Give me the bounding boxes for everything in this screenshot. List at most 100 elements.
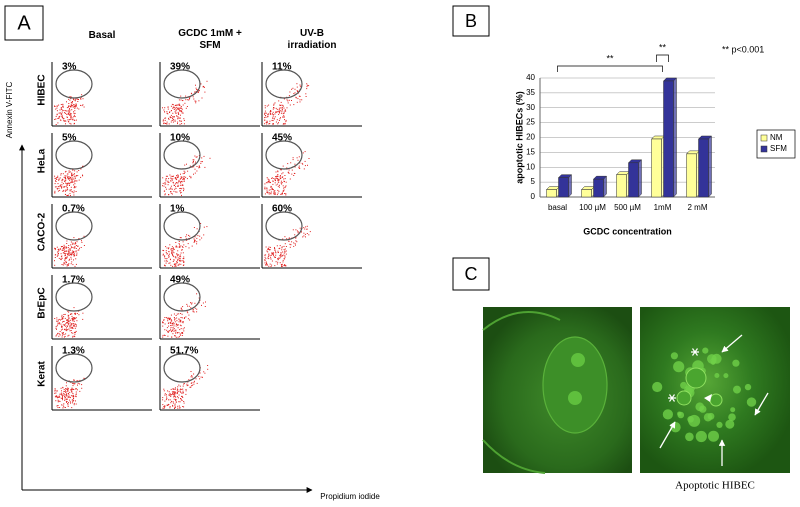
event-dot — [185, 176, 187, 178]
event-dot — [284, 193, 286, 194]
event-dot — [71, 261, 73, 263]
event-dot — [171, 329, 173, 331]
event-dot — [268, 258, 270, 260]
event-dot — [68, 259, 70, 261]
event-dot — [181, 249, 183, 251]
event-dot — [192, 311, 194, 313]
row-label: CACO-2 — [37, 212, 48, 251]
event-dot — [306, 225, 308, 227]
event-dot — [73, 325, 75, 327]
gate-circle — [163, 69, 201, 99]
event-dot — [180, 328, 182, 330]
event-dot — [289, 178, 291, 180]
event-dot — [65, 385, 67, 387]
event-dot — [195, 100, 197, 102]
event-dot — [72, 254, 74, 255]
event-dot — [69, 324, 71, 326]
event-dot — [71, 388, 73, 390]
event-dot — [177, 386, 179, 388]
event-dot — [66, 247, 68, 249]
event-dot — [66, 395, 68, 397]
event-dot — [72, 385, 74, 387]
event-dot — [71, 313, 73, 315]
event-dot — [65, 263, 67, 265]
event-dot — [173, 392, 175, 394]
event-dot — [68, 311, 70, 313]
event-dot — [292, 159, 294, 161]
event-dot — [164, 119, 166, 121]
event-dot — [184, 164, 186, 166]
event-dot — [170, 177, 172, 179]
event-dot — [285, 193, 287, 195]
event-dot — [70, 105, 72, 107]
event-dot — [283, 112, 285, 114]
bar — [686, 153, 697, 198]
event-dot — [183, 244, 185, 246]
event-dot — [167, 113, 169, 115]
event-dot — [294, 163, 296, 165]
event-dot — [182, 306, 184, 308]
event-dot — [181, 177, 183, 179]
event-dot — [182, 265, 184, 266]
event-dot — [72, 319, 74, 320]
event-dot — [169, 407, 171, 409]
event-dot — [69, 183, 71, 185]
event-dot — [264, 256, 266, 258]
event-dot — [273, 252, 275, 254]
event-dot — [275, 184, 277, 186]
event-dot — [194, 241, 196, 243]
event-dot — [277, 175, 279, 177]
event-dot — [67, 189, 69, 191]
event-dot — [65, 185, 67, 187]
event-dot — [191, 303, 193, 305]
event-dot — [272, 120, 274, 122]
event-dot — [303, 235, 305, 237]
event-dot — [199, 372, 201, 374]
event-dot — [79, 247, 80, 249]
event-dot — [71, 172, 73, 174]
event-dot — [56, 334, 58, 336]
nucleolus — [571, 353, 585, 367]
event-dot — [271, 252, 273, 254]
event-dot — [162, 322, 164, 324]
event-dot — [299, 85, 301, 87]
event-dot — [177, 174, 179, 176]
event-dot — [182, 104, 184, 106]
event-dot — [171, 251, 173, 253]
nucleus-fragment — [676, 390, 692, 406]
event-dot — [193, 373, 195, 375]
event-dot — [58, 400, 60, 402]
event-dot — [179, 120, 181, 122]
apoptotic-bleb — [716, 421, 723, 428]
event-dot — [281, 247, 283, 249]
event-dot — [60, 113, 62, 115]
event-dot — [64, 399, 66, 401]
event-dot — [57, 397, 58, 399]
event-dot — [174, 264, 176, 266]
event-dot — [70, 115, 71, 117]
event-dot — [64, 313, 66, 315]
event-dot — [68, 245, 70, 246]
event-dot — [68, 380, 70, 382]
event-dot — [270, 258, 272, 260]
event-dot — [269, 111, 271, 113]
event-dot — [176, 182, 178, 183]
event-dot — [65, 333, 67, 335]
event-dot — [61, 317, 63, 319]
event-dot — [67, 389, 69, 391]
event-dot — [288, 95, 290, 97]
event-dot — [196, 311, 198, 313]
event-dot — [168, 188, 170, 190]
event-dot — [288, 172, 290, 174]
apoptotic-bleb — [708, 430, 719, 442]
event-dot — [264, 119, 266, 121]
event-dot — [181, 107, 182, 109]
event-dot — [174, 185, 175, 186]
event-dot — [59, 393, 61, 395]
event-dot — [193, 238, 195, 240]
event-dot — [298, 156, 300, 158]
event-dot — [279, 262, 281, 264]
percent-label: 51.7% — [170, 346, 198, 357]
event-dot — [169, 111, 171, 113]
apoptotic-bleb — [703, 413, 713, 422]
